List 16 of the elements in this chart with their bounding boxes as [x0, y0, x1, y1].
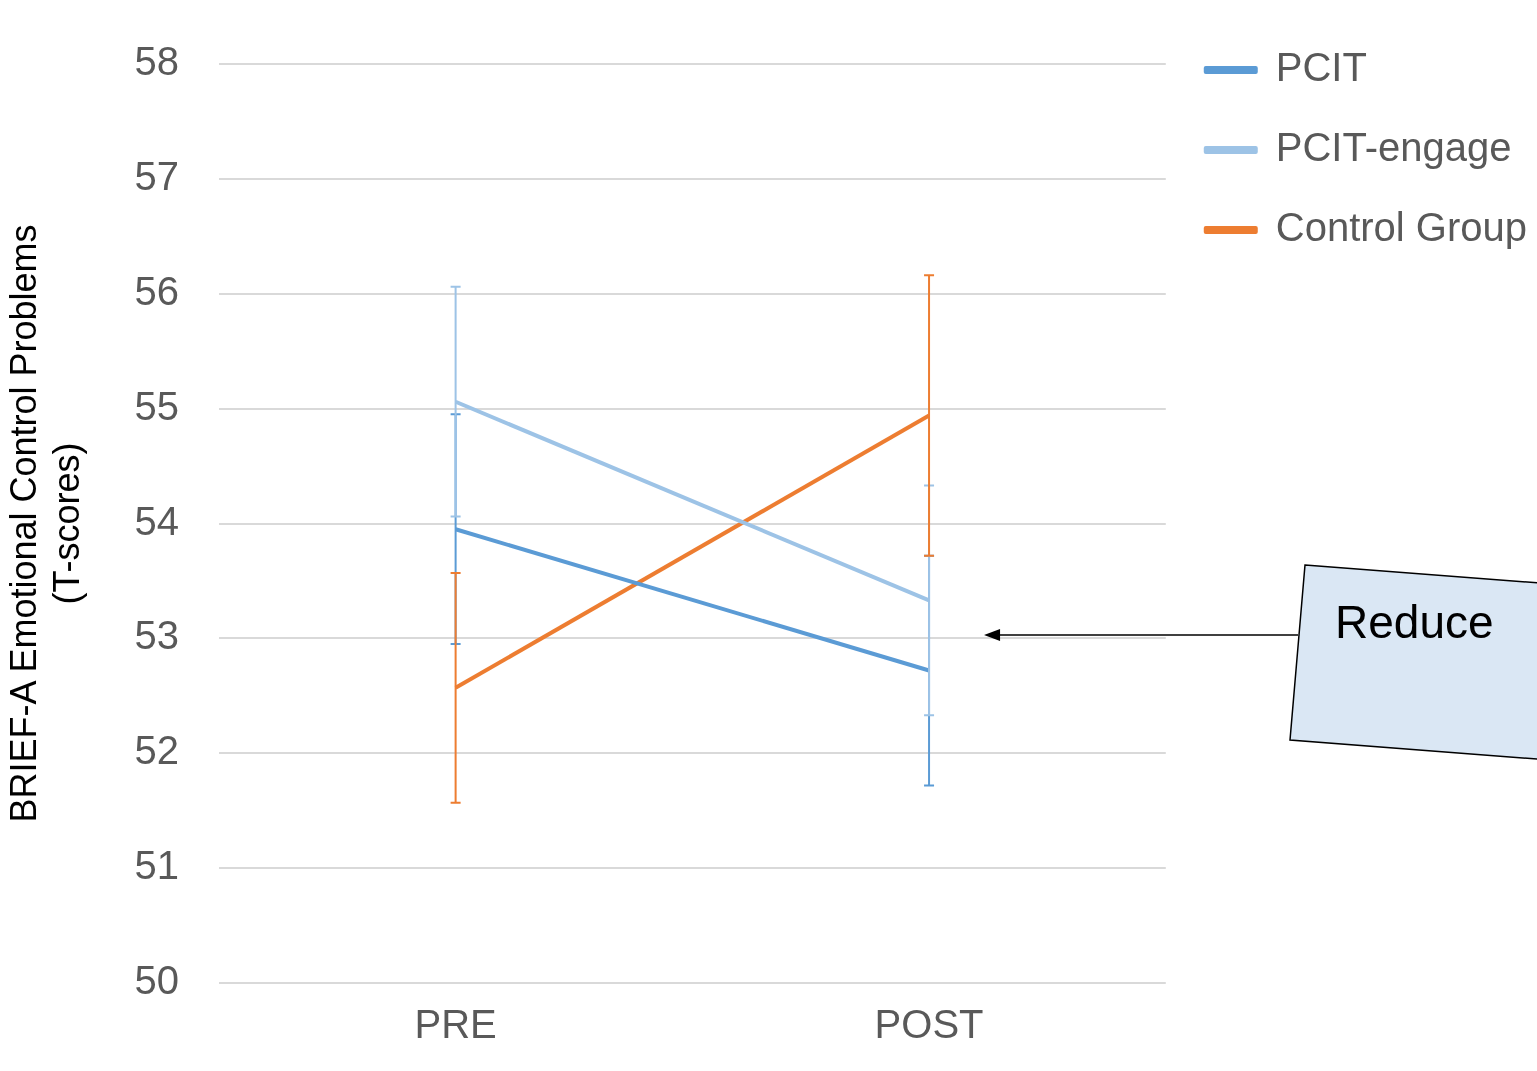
text: Reduce — [1335, 595, 1494, 648]
y-tick-label: 52 — [134, 728, 179, 773]
y-tick-label: 56 — [134, 268, 179, 313]
y-tick-label: 58 — [134, 39, 179, 84]
y-tick-label: 57 — [134, 153, 179, 198]
y-tick-label: 55 — [134, 383, 179, 428]
legend-label: PCIT — [1275, 45, 1367, 90]
x-tick-label: POST — [874, 1002, 984, 1047]
y-axis-title: BRIEF-A Emotional Control Problems (T-scores) — [2, 224, 87, 823]
x-tick-label: PRE — [414, 1002, 497, 1047]
y-tick-label: 51 — [134, 843, 179, 888]
legend-label: PCIT-engage — [1275, 125, 1512, 170]
y-tick-label: 54 — [134, 498, 179, 543]
y-tick-label: 53 — [134, 613, 179, 658]
legend-label: Control Group — [1275, 205, 1527, 250]
y-tick-label: 50 — [134, 958, 179, 1003]
